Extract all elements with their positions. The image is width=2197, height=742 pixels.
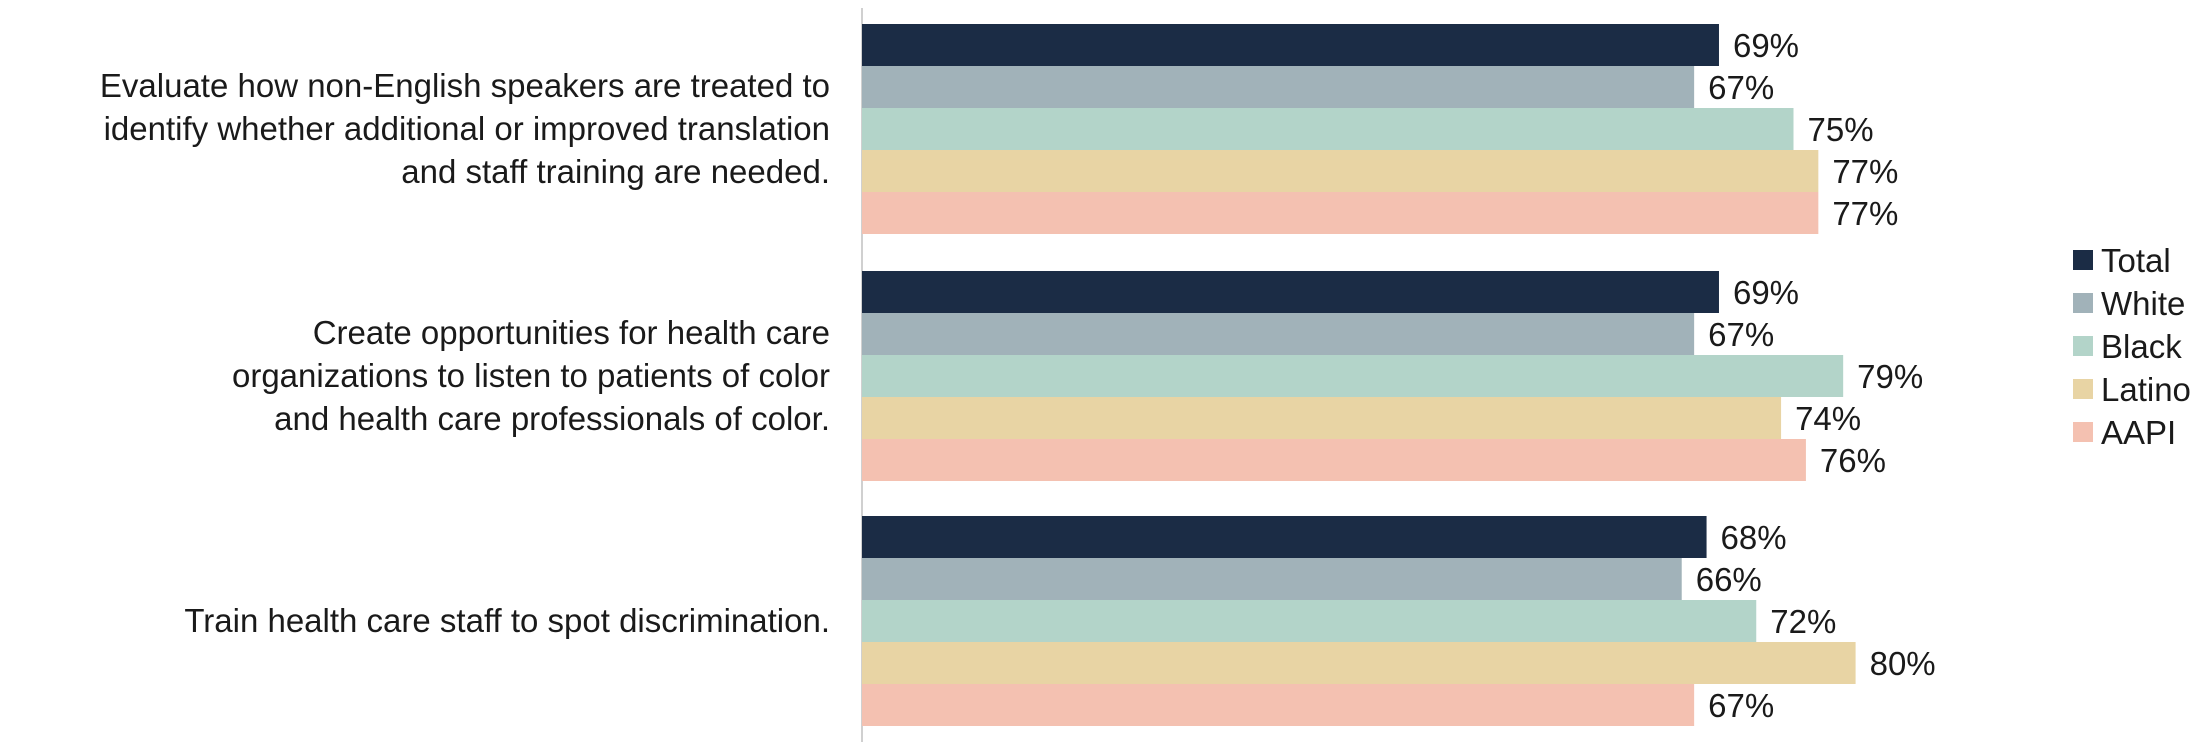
legend-swatch-white [2073,293,2093,313]
data-label: 77% [1832,153,1898,190]
data-label: 66% [1696,561,1762,598]
data-label: 67% [1708,316,1774,353]
legend-label-latino: Latino [2101,371,2191,408]
bar-black-3 [862,600,1757,642]
data-label: 77% [1832,195,1898,232]
category-label: Train health care staff to spot discrimi… [184,602,830,639]
data-label: 69% [1733,274,1799,311]
bar-aapi-3 [862,684,1695,726]
bar-total-2 [862,271,1719,313]
data-label: 74% [1795,400,1861,437]
category-label-line: Create opportunities for health care [313,314,830,351]
bar-latino-2 [862,397,1782,439]
data-label: 80% [1870,645,1936,682]
data-label: 76% [1820,442,1886,479]
bar-total-1 [862,24,1719,66]
plot-area: Evaluate how non-English speakers are tr… [100,24,1936,726]
data-label: 69% [1733,27,1799,64]
bar-white-2 [862,313,1695,355]
category-label-line: identify whether additional or improved … [104,110,830,147]
data-label: 72% [1770,603,1836,640]
bar-white-1 [862,66,1695,108]
bar-black-2 [862,355,1844,397]
bar-latino-1 [862,150,1819,192]
data-label: 79% [1857,358,1923,395]
bar-white-3 [862,558,1682,600]
legend-label-black: Black [2101,328,2182,365]
category-label-line: and staff training are needed. [401,153,830,190]
category-label: Create opportunities for health care orga… [232,314,830,437]
bar-total-3 [862,516,1707,558]
bar-black-1 [862,108,1794,150]
category-label: Evaluate how non-English speakers are tr… [100,67,830,190]
legend-label-white: White [2101,285,2185,322]
data-label: 68% [1721,519,1787,556]
legend-swatch-aapi [2073,422,2093,442]
category-label-line: Evaluate how non-English speakers are tr… [100,67,830,104]
legend-swatch-total [2073,250,2093,270]
category-label-line: organizations to listen to patients of c… [232,357,830,394]
data-label: 67% [1708,687,1774,724]
data-label: 75% [1808,111,1874,148]
bar-latino-3 [862,642,1856,684]
data-label: 67% [1708,69,1774,106]
bar-aapi-2 [862,439,1806,481]
legend-label-aapi: AAPI [2101,414,2176,451]
category-label-line: and health care professionals of color. [274,400,830,437]
category-label-line: Train health care staff to spot discrimi… [184,602,830,639]
legend: Total White Black Latino AAPI [2073,242,2191,451]
bar-aapi-1 [862,192,1819,234]
legend-label-total: Total [2101,242,2171,279]
legend-swatch-latino [2073,379,2093,399]
legend-swatch-black [2073,336,2093,356]
